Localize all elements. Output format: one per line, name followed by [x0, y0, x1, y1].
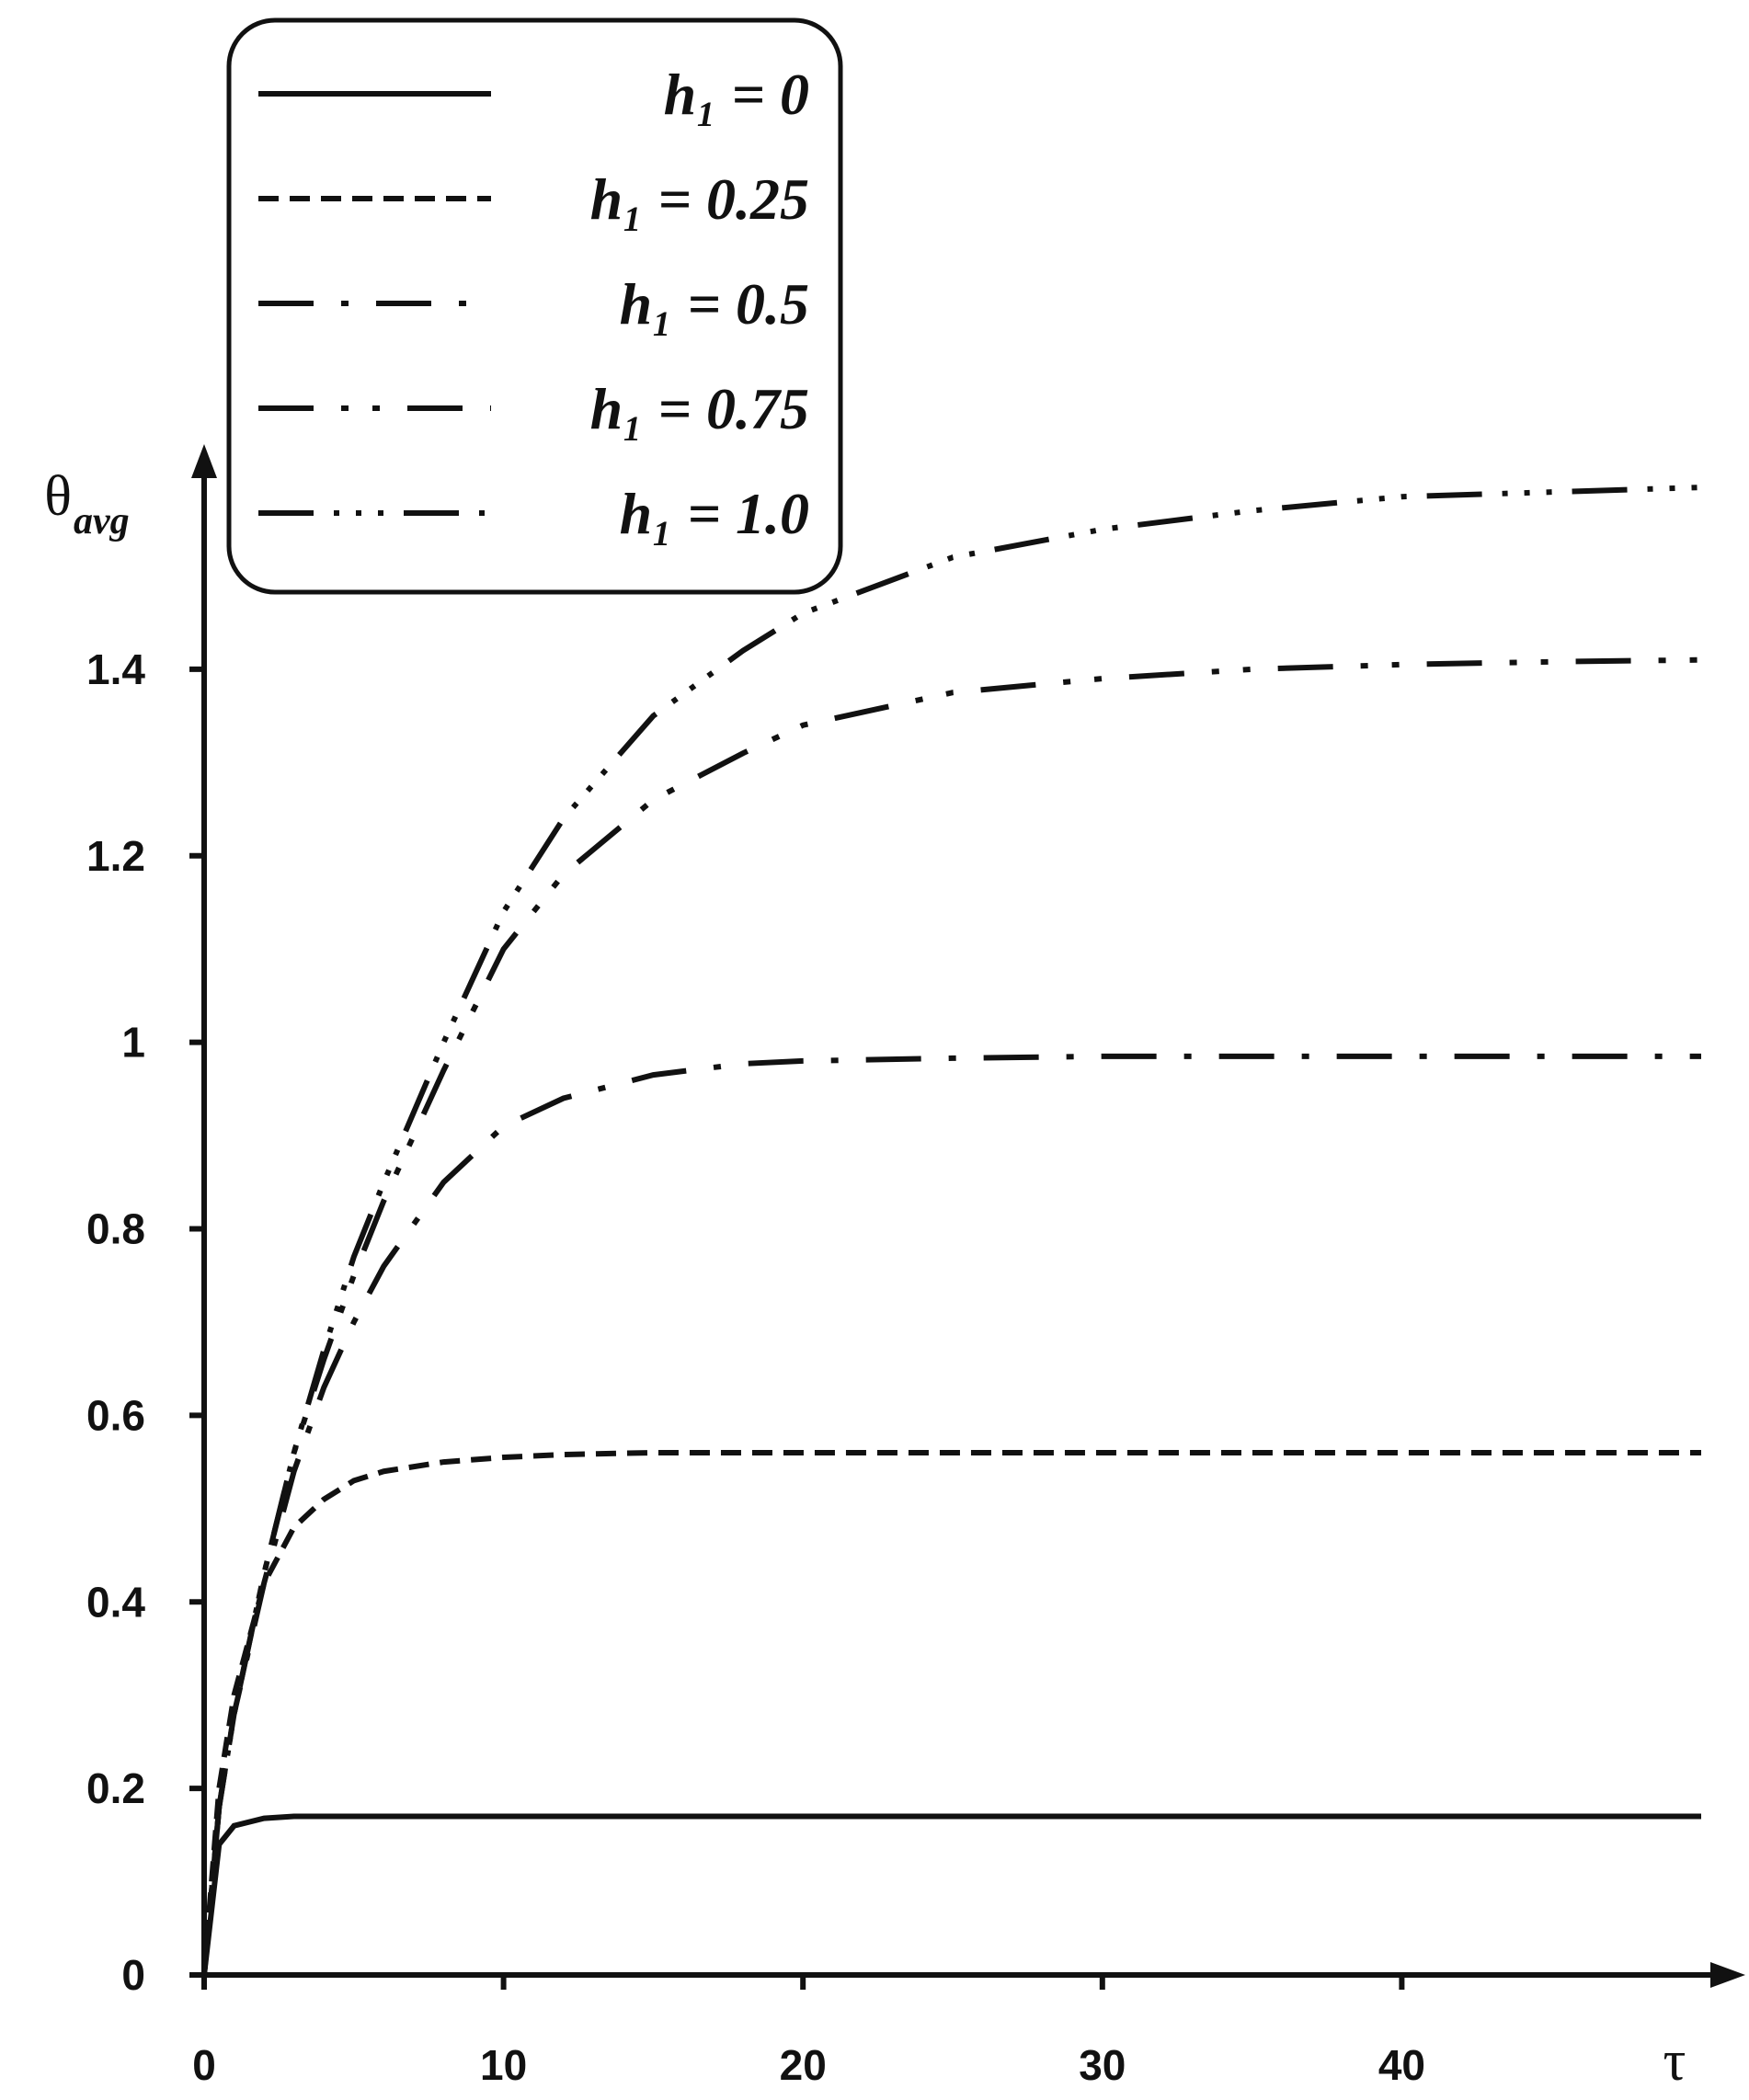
- series-line: [201, 1449, 1701, 1976]
- y-tick-label: 0.6: [86, 1391, 145, 1439]
- y-axis-arrow: [191, 444, 217, 478]
- y-tick-label: 0.4: [86, 1578, 145, 1626]
- series-line: [201, 656, 1702, 1976]
- y-tick-label: 1.4: [86, 645, 145, 693]
- y-axis-label: θ: [44, 465, 72, 528]
- x-tick-label: 30: [1079, 2041, 1126, 2089]
- legend-label: h₁ = 0.5: [620, 271, 809, 337]
- series-line: [201, 1813, 1701, 1976]
- legend-label: h₁ = 0.25: [590, 166, 809, 232]
- series-line: [201, 485, 1702, 1976]
- legend-label: h₁ = 0: [664, 62, 809, 127]
- series-line: [201, 1053, 1701, 1976]
- y-tick-label: 0.2: [86, 1764, 145, 1812]
- x-tick-label: 0: [192, 2041, 216, 2089]
- y-tick-label: 0: [121, 1951, 145, 1999]
- y-axis-label-subscript: avg: [74, 500, 130, 542]
- legend-label: h₁ = 0.75: [590, 376, 809, 441]
- x-axis-label: τ: [1663, 2030, 1686, 2093]
- x-tick-label: 40: [1378, 2041, 1425, 2089]
- legend-box: [226, 17, 843, 595]
- y-tick-label: 0.8: [86, 1205, 145, 1253]
- x-axis-arrow: [1710, 1962, 1745, 1988]
- x-tick-label: 20: [780, 2041, 827, 2089]
- y-tick-label: 1.2: [86, 832, 145, 880]
- y-tick-label: 1: [121, 1019, 145, 1067]
- x-tick-label: 10: [480, 2041, 527, 2089]
- legend-label: h₁ = 1.0: [620, 481, 809, 546]
